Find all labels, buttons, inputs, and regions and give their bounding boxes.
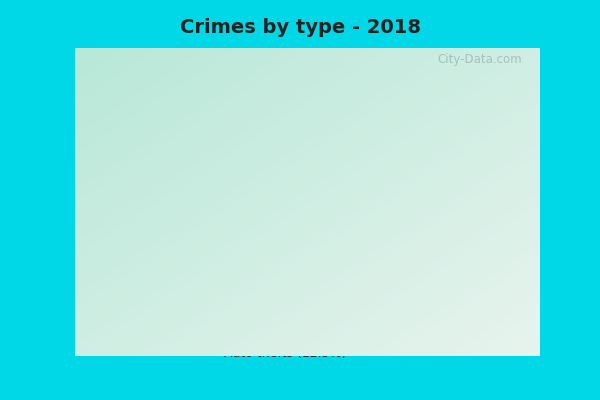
Wedge shape bbox=[191, 118, 300, 341]
Text: Auto thefts (12.5%): Auto thefts (12.5%) bbox=[224, 328, 346, 360]
Text: Burglaries (37.5%): Burglaries (37.5%) bbox=[149, 132, 267, 144]
Wedge shape bbox=[300, 79, 409, 341]
Text: Thefts (50.0%): Thefts (50.0%) bbox=[379, 201, 496, 214]
Text: City-Data.com: City-Data.com bbox=[437, 54, 523, 66]
Wedge shape bbox=[223, 79, 300, 210]
Text: Crimes by type - 2018: Crimes by type - 2018 bbox=[179, 18, 421, 37]
